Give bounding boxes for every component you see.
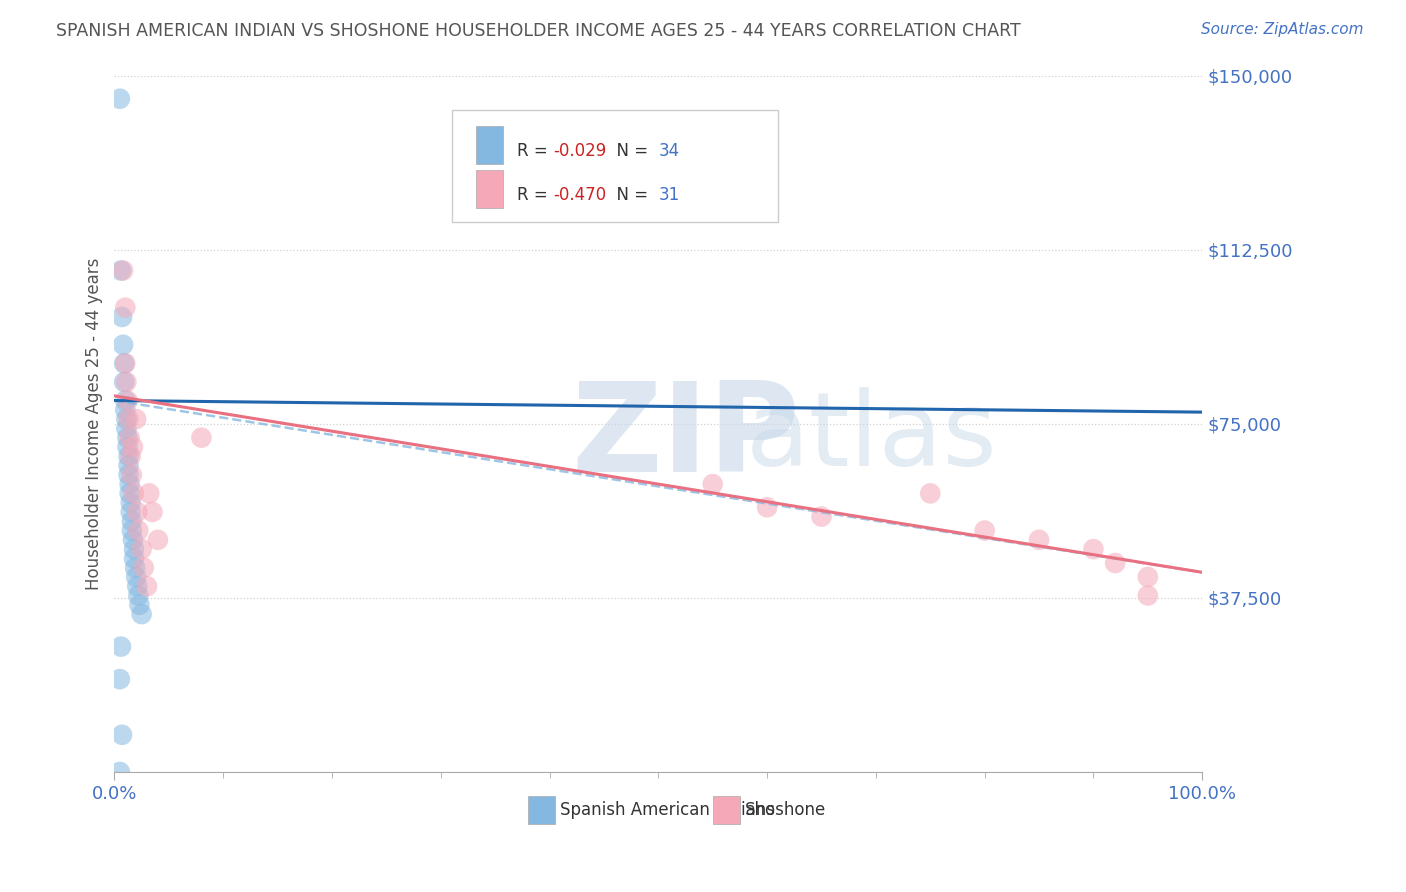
Point — [810, 509, 832, 524]
Point — [111, 310, 134, 324]
Point — [110, 640, 132, 654]
Point — [108, 672, 131, 686]
Point — [973, 524, 995, 538]
Point — [118, 477, 141, 491]
Point — [121, 467, 143, 482]
Point — [114, 301, 136, 315]
Text: SPANISH AMERICAN INDIAN VS SHOSHONE HOUSEHOLDER INCOME AGES 25 - 44 YEARS CORREL: SPANISH AMERICAN INDIAN VS SHOSHONE HOUS… — [56, 22, 1021, 40]
Point — [112, 356, 135, 370]
Point — [117, 467, 139, 482]
Point — [1028, 533, 1050, 547]
Point — [141, 505, 163, 519]
Point — [138, 486, 160, 500]
Point — [115, 375, 138, 389]
Point — [112, 263, 135, 277]
Point — [117, 431, 139, 445]
Point — [117, 458, 139, 473]
Point — [120, 496, 142, 510]
Text: atlas: atlas — [745, 387, 997, 488]
Point — [132, 560, 155, 574]
Text: N =: N = — [606, 143, 654, 161]
Point — [121, 524, 143, 538]
Text: ZIP: ZIP — [571, 377, 800, 498]
Point — [190, 431, 212, 445]
Point — [117, 412, 139, 426]
Point — [131, 542, 153, 557]
Point — [127, 505, 149, 519]
Point — [128, 598, 150, 612]
Bar — [475, 126, 503, 164]
Point — [756, 500, 779, 515]
Point — [136, 579, 159, 593]
Point — [117, 449, 139, 463]
Text: Spanish American Indians: Spanish American Indians — [561, 801, 776, 819]
Point — [146, 533, 169, 547]
Bar — [713, 797, 740, 824]
Text: -0.470: -0.470 — [553, 186, 606, 204]
Text: R =: R = — [517, 143, 553, 161]
Point — [118, 486, 141, 500]
Point — [110, 263, 132, 277]
Point — [114, 356, 136, 370]
Point — [122, 542, 145, 557]
Point — [117, 393, 139, 408]
Point — [1136, 570, 1159, 584]
Y-axis label: Householder Income Ages 25 - 44 years: Householder Income Ages 25 - 44 years — [86, 258, 103, 590]
Point — [112, 338, 135, 352]
Point — [122, 440, 145, 454]
Bar — [475, 169, 503, 208]
Point — [111, 728, 134, 742]
Text: Shoshone: Shoshone — [745, 801, 827, 819]
Point — [122, 533, 145, 547]
Point — [127, 589, 149, 603]
Point — [108, 764, 131, 779]
Bar — [527, 797, 555, 824]
Point — [124, 560, 146, 574]
Point — [125, 412, 148, 426]
Point — [115, 412, 138, 426]
Point — [108, 92, 131, 106]
Point — [112, 375, 135, 389]
Point — [115, 421, 138, 435]
Point — [127, 579, 149, 593]
Point — [702, 477, 724, 491]
Point — [120, 449, 142, 463]
Point — [117, 440, 139, 454]
Point — [118, 431, 141, 445]
Text: 31: 31 — [658, 186, 679, 204]
Text: 34: 34 — [658, 143, 679, 161]
Point — [131, 607, 153, 621]
Text: N =: N = — [606, 186, 654, 204]
Point — [1104, 556, 1126, 570]
Point — [122, 551, 145, 566]
Text: -0.029: -0.029 — [553, 143, 606, 161]
FancyBboxPatch shape — [451, 111, 778, 222]
Point — [1136, 589, 1159, 603]
Point — [120, 505, 142, 519]
Point — [125, 570, 148, 584]
Point — [122, 486, 145, 500]
Point — [1083, 542, 1105, 557]
Point — [114, 402, 136, 417]
Point — [121, 514, 143, 528]
Text: Source: ZipAtlas.com: Source: ZipAtlas.com — [1201, 22, 1364, 37]
Point — [920, 486, 942, 500]
Point — [127, 524, 149, 538]
Point — [114, 393, 136, 408]
Text: R =: R = — [517, 186, 553, 204]
